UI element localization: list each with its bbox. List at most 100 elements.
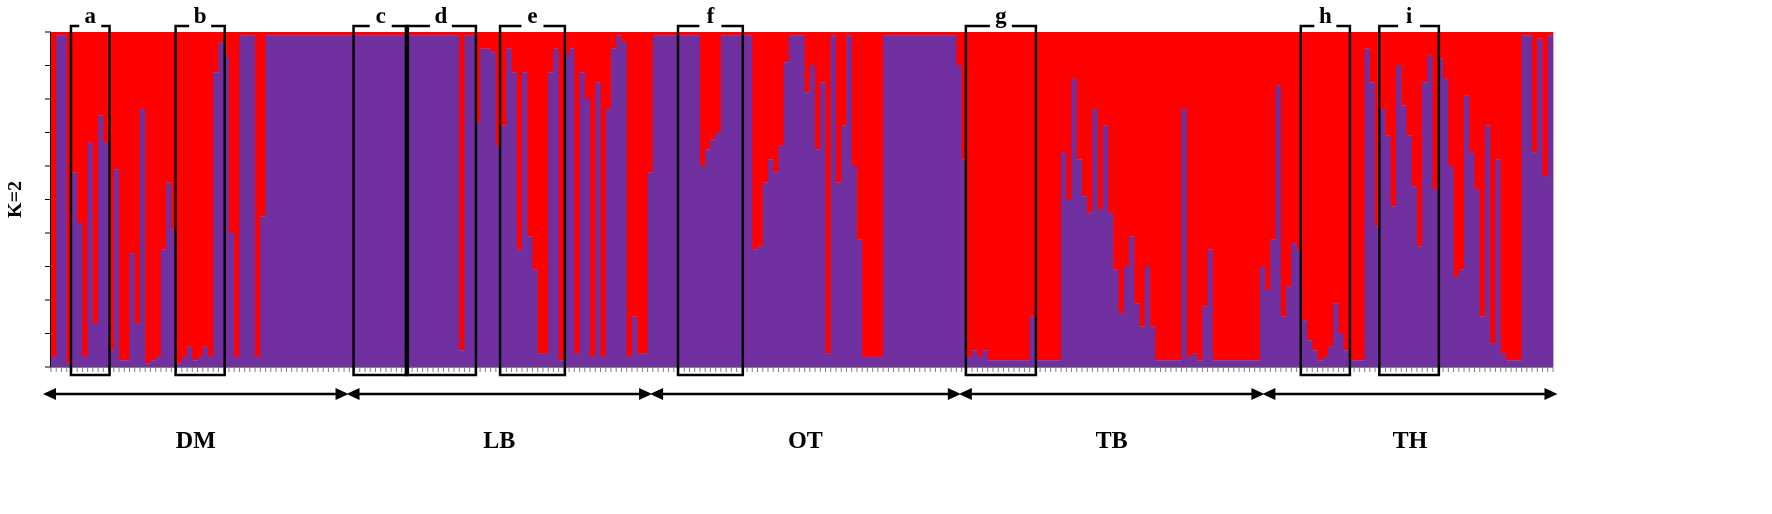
bar-purple-263	[1427, 55, 1434, 367]
bar-purple-245	[1333, 303, 1339, 367]
bar-purple-168	[930, 35, 936, 367]
group-label-TH: TH	[1393, 428, 1428, 454]
bar-red-91	[527, 32, 533, 237]
bar-red-201	[1102, 32, 1109, 126]
bar-purple-114	[647, 172, 654, 367]
bar-purple-222	[1212, 360, 1219, 367]
bar-red-187	[1029, 32, 1036, 317]
group-arrowhead-left-TH	[1262, 388, 1276, 400]
bar-red-155	[862, 32, 868, 357]
bar-red-235	[1280, 32, 1287, 317]
population-groups: DM LB OT TB TH	[43, 388, 1558, 454]
bar-purple-68	[406, 35, 413, 367]
bar-purple-18	[145, 363, 151, 367]
box-label-c: c	[376, 3, 386, 28]
bar-red-117	[663, 32, 669, 36]
bar-purple-258	[1401, 105, 1407, 367]
group-arrowhead-right-TH	[1544, 388, 1558, 400]
bar-red-215	[1176, 32, 1182, 361]
bar-red-42	[270, 32, 277, 36]
bar-red-8	[92, 32, 99, 324]
bar-purple-247	[1343, 350, 1350, 367]
bar-purple-262	[1422, 82, 1428, 367]
bar-red-53	[328, 32, 335, 36]
bar-red-182	[1003, 32, 1010, 361]
bar-purple-87	[506, 48, 512, 367]
bar-purple-69	[412, 35, 418, 367]
bar-red-1	[56, 32, 62, 36]
y-axis: K=2	[4, 31, 51, 368]
bar-purple-13	[119, 360, 125, 367]
bar-red-92	[532, 32, 539, 270]
bar-purple-253	[1375, 226, 1381, 367]
bar-red-111	[631, 32, 638, 317]
bar-red-172	[951, 32, 957, 36]
bar-purple-0	[51, 356, 57, 367]
bar-red-6	[82, 32, 89, 357]
bar-red-253	[1375, 32, 1381, 227]
bar-purple-248	[1348, 360, 1355, 367]
bar-purple-78	[459, 350, 465, 367]
bar-red-86	[501, 32, 507, 126]
bar-red-80	[469, 32, 476, 36]
bar-purple-235	[1280, 316, 1287, 367]
bar-purple-37	[244, 35, 251, 367]
bar-purple-271	[1469, 152, 1475, 367]
bar-red-230	[1254, 32, 1261, 361]
bar-purple-53	[328, 35, 335, 367]
bar-purple-110	[626, 356, 633, 367]
bar-purple-188	[1034, 360, 1041, 367]
bar-red-183	[1008, 32, 1015, 361]
bar-red-132	[741, 32, 748, 36]
bar-red-139	[778, 32, 785, 146]
bar-red-185	[1019, 32, 1025, 361]
bar-red-193	[1061, 32, 1067, 153]
bar-red-257	[1395, 32, 1402, 66]
bar-purple-96	[553, 48, 560, 367]
bar-purple-230	[1254, 360, 1261, 367]
bar-red-15	[129, 32, 136, 254]
bar-purple-38	[249, 35, 256, 367]
bar-purple-194	[1066, 199, 1072, 367]
bar-purple-191	[1050, 360, 1057, 367]
bar-red-138	[773, 32, 779, 173]
bar-red-141	[788, 32, 795, 36]
bar-red-251	[1364, 32, 1371, 49]
bar-purple-274	[1484, 125, 1491, 367]
bar-red-7	[87, 32, 94, 143]
bar-red-75	[443, 32, 450, 36]
bar-purple-102	[584, 99, 591, 367]
bar-purple-161	[893, 35, 900, 367]
bar-red-208	[1139, 32, 1146, 327]
bar-red-166	[919, 32, 926, 36]
bar-purple-240	[1307, 340, 1313, 367]
bar-red-174	[961, 32, 968, 160]
bar-red-180	[993, 32, 999, 361]
bar-purple-11	[108, 350, 115, 367]
bar-purple-163	[904, 35, 910, 367]
bar-purple-142	[794, 35, 800, 367]
bar-purple-283	[1532, 152, 1538, 367]
bar-red-279	[1511, 32, 1517, 361]
bar-purple-108	[616, 35, 622, 367]
bar-red-177	[977, 32, 983, 357]
bar-red-99	[569, 32, 575, 49]
bar-purple-183	[1008, 360, 1015, 367]
bar-purple-26	[187, 346, 193, 367]
bar-purple-86	[501, 125, 507, 367]
bar-purple-256	[1390, 206, 1397, 367]
bar-purple-123	[694, 35, 701, 367]
bar-red-60	[365, 32, 371, 36]
bar-red-244	[1327, 32, 1334, 347]
bar-purple-99	[569, 48, 575, 367]
bar-red-137	[767, 32, 774, 160]
bar-purple-22	[166, 182, 172, 367]
bar-purple-104	[595, 82, 601, 367]
bar-red-226	[1233, 32, 1240, 361]
bar-purple-126	[710, 139, 717, 367]
group-arrowhead-right-OT	[947, 388, 961, 400]
box-label-g: g	[995, 3, 1007, 28]
bar-red-275	[1490, 32, 1496, 344]
bar-red-106	[605, 32, 612, 110]
bar-purple-84	[490, 52, 497, 367]
